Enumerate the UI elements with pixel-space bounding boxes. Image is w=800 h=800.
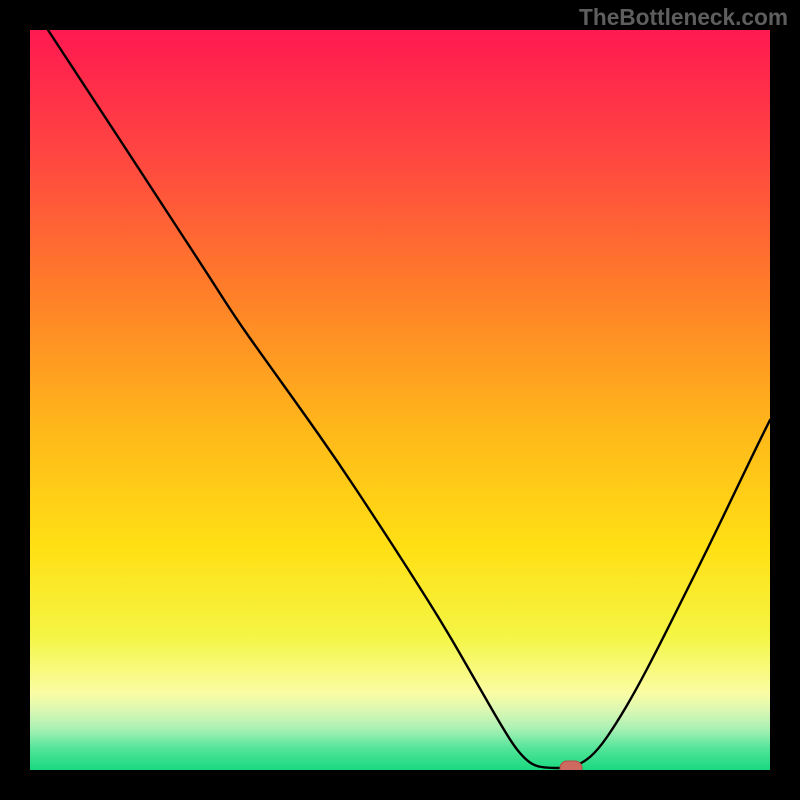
chart-stage: TheBottleneck.com <box>0 0 800 800</box>
gradient-background <box>30 30 770 770</box>
attribution-text: TheBottleneck.com <box>579 4 788 31</box>
